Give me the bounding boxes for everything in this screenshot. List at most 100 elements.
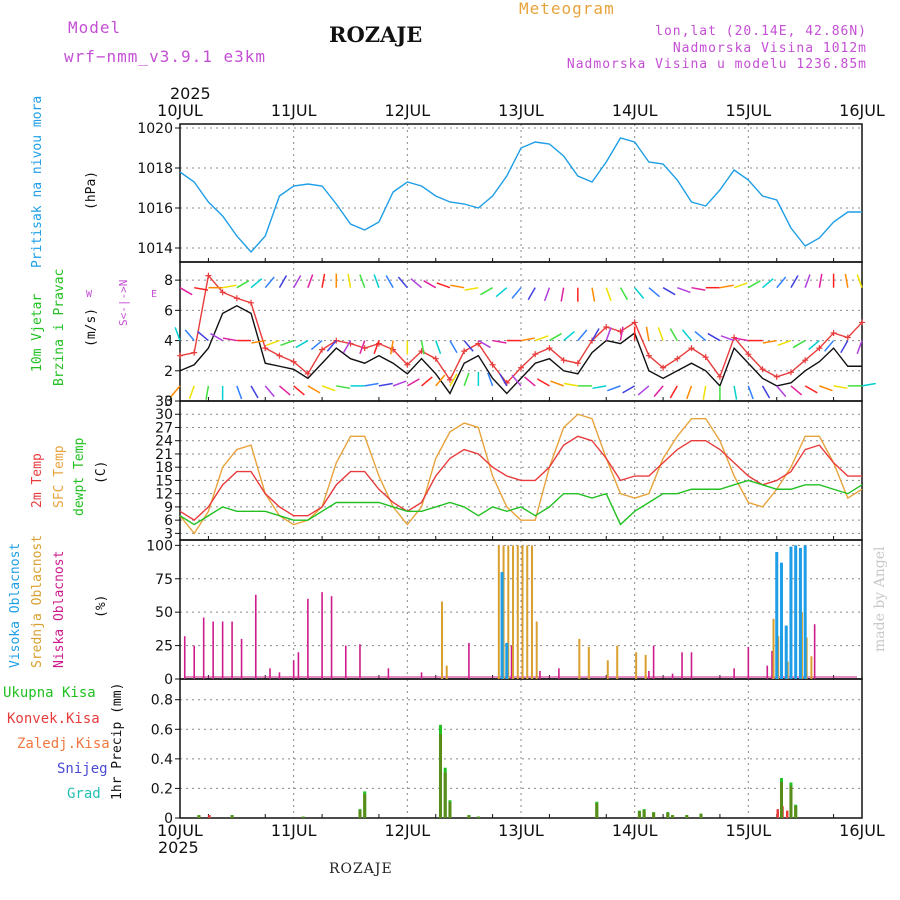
y-tick-label: 6 <box>164 513 173 529</box>
wind-arrow <box>592 385 607 390</box>
wind-gust-line-marker <box>645 352 652 359</box>
wind-arrow <box>250 385 259 399</box>
wind-arrow <box>222 337 237 342</box>
wind-arrow <box>747 280 761 289</box>
precip-overlay-bar <box>789 786 793 818</box>
wind-gust-line-marker <box>205 272 212 279</box>
wind-arrow <box>397 276 408 289</box>
wind-arrow <box>511 287 522 299</box>
wind-arrow <box>347 273 352 288</box>
x-label-bottom: 15JUL <box>725 821 771 840</box>
mid-cloud-bar <box>635 652 638 679</box>
compass-e-label: E <box>151 289 158 300</box>
wind-arrow <box>702 385 707 400</box>
wind-arrow <box>293 385 305 396</box>
y-tick-label: 3 <box>164 526 173 542</box>
wind-gust-line-marker <box>404 361 411 368</box>
wind-arrow <box>833 385 848 390</box>
wind-arrow <box>619 287 629 301</box>
wind-arrow <box>392 380 407 387</box>
wind-arrow <box>373 340 380 354</box>
wind-arrow <box>694 330 707 342</box>
wind-arrow <box>264 276 275 289</box>
y-tick-label: 25 <box>155 639 173 655</box>
conv-precip-bar <box>776 809 779 818</box>
y-tick-label: 6 <box>164 303 173 319</box>
wind-arrow <box>662 287 676 296</box>
wind-gust-line-marker <box>489 361 496 368</box>
mid-cloud-bar <box>512 545 515 679</box>
wind-arrow <box>536 378 550 387</box>
wind-arrow <box>210 332 223 342</box>
low-cloud-bar <box>221 621 224 679</box>
x-label-bottom: 16JUL <box>839 821 885 840</box>
low-cloud-bar <box>240 638 243 679</box>
wind-arrow <box>645 326 650 341</box>
wind-arrow <box>359 340 366 354</box>
wind-arrow <box>534 335 549 342</box>
x-label-top: 14JUL <box>612 101 658 120</box>
wind-arrow <box>250 278 263 289</box>
y-tick-label: 24 <box>155 434 173 450</box>
wind-gust-line-marker <box>219 289 226 296</box>
precip-overlay-bar <box>794 806 798 818</box>
wind-arrow <box>435 374 446 387</box>
low-cloud-bar <box>681 652 683 679</box>
y-tick-label: 21 <box>155 447 173 463</box>
wind-arrow <box>307 274 314 288</box>
wind-gust-line-marker <box>688 345 695 352</box>
wind-gust-line-marker <box>262 345 269 352</box>
mid-cloud-bar <box>578 638 581 679</box>
wind-arrow <box>761 385 771 399</box>
wind-gust-line-marker <box>716 373 723 380</box>
lonlat-info: lon,lat (20.14E, 42.86N) <box>655 24 867 39</box>
low-cloud-bar <box>344 645 347 679</box>
low-cloud-bar <box>297 652 300 679</box>
conv-precip-bar <box>208 815 211 818</box>
model-label: Model <box>68 18 122 37</box>
wind-arrow <box>619 326 624 341</box>
wind-arrow <box>669 328 678 341</box>
wind-gust-line-marker <box>304 370 311 377</box>
y-tick-label: 4 <box>164 334 173 350</box>
wind-arrow <box>478 339 491 349</box>
wind-gust-line-marker <box>546 345 553 352</box>
wind-arrow <box>464 286 479 291</box>
mid-cloud-bar <box>535 621 538 679</box>
low-cloud-bar <box>330 596 333 679</box>
wind-arrow <box>520 337 535 342</box>
wind-arrow <box>637 385 650 396</box>
low-cloud-bar <box>813 624 816 679</box>
wind-arrow <box>818 273 823 288</box>
wind-arrow <box>861 382 876 387</box>
wind-arrow <box>480 287 493 296</box>
wind-arrow <box>824 340 835 352</box>
y-tick-label: 0 <box>164 672 173 688</box>
precip-overlay-bar <box>476 816 480 818</box>
x-label-top: 11JUL <box>271 101 317 120</box>
wind-arrow <box>420 340 425 355</box>
wind-arrow <box>449 340 458 354</box>
mid-cloud-bar <box>497 545 500 679</box>
wind-arrow <box>450 284 465 289</box>
y-tick-label: 12 <box>155 487 173 503</box>
wind-arrow <box>194 286 209 291</box>
wind-arrow <box>707 332 721 342</box>
low-cloud-bar <box>420 672 423 679</box>
wind-arrow <box>373 274 380 288</box>
precip-overlay-bar <box>671 815 675 818</box>
low-cloud-bar <box>212 621 214 679</box>
high-cloud-bar <box>789 546 793 679</box>
wind-gust-line-marker <box>674 355 681 362</box>
y-tick-label: 50 <box>155 605 173 621</box>
wind-arrow <box>463 340 474 352</box>
mid-cloud-bar <box>440 601 443 679</box>
precip-overlay-bar <box>685 815 689 818</box>
y-tick-label: 1018 <box>137 161 173 177</box>
wind-arrow <box>495 287 508 298</box>
wind-arrow <box>389 340 394 355</box>
wind-gust-line-marker <box>844 334 851 341</box>
low-cloud-bar <box>671 673 674 679</box>
wind-arrow <box>321 273 326 288</box>
wind-arrow <box>378 382 393 387</box>
